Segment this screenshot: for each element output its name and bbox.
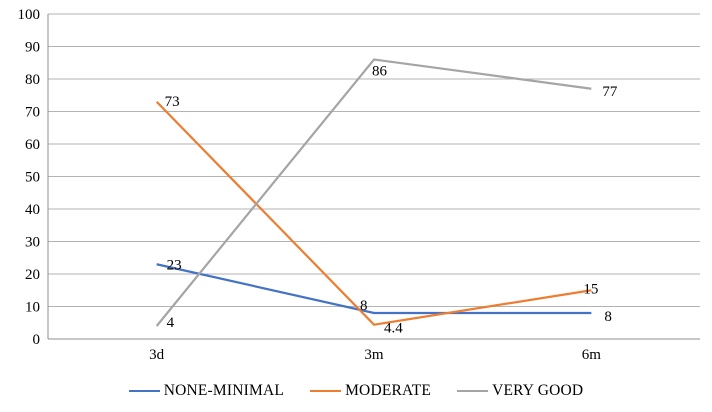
x-axis-tick-label: 3d (149, 347, 165, 363)
y-axis-tick-label: 70 (25, 105, 40, 121)
data-label: 4 (167, 315, 175, 331)
y-axis-tick-label: 60 (25, 137, 40, 153)
series-line-moderate (155, 100, 592, 326)
y-axis-tick-label: 100 (18, 7, 41, 23)
y-axis-tick-label: 0 (33, 332, 41, 348)
data-label: 8 (604, 309, 612, 325)
legend-item-none-minimal: NONE-MINIMAL (128, 382, 285, 400)
x-axis-tick-label: 6m (582, 347, 602, 363)
data-label: 15 (583, 281, 598, 297)
x-axis-tick-label: 3m (364, 347, 384, 363)
legend-swatch-very-good (457, 390, 489, 392)
y-axis-tick-label: 50 (25, 170, 40, 186)
legend-label-very-good: VERY GOOD (492, 382, 584, 399)
legend-swatch-moderate (310, 390, 342, 392)
y-axis-tick-label: 10 (25, 300, 40, 316)
legend-swatch-none-minimal (128, 390, 160, 392)
legend-item-moderate: MODERATE (310, 382, 431, 400)
data-label: 8 (360, 298, 368, 314)
series-line-very-good (155, 58, 592, 327)
series-line-none-minimal (156, 263, 592, 315)
y-axis-tick-label: 80 (25, 72, 40, 88)
legend-label-moderate: MODERATE (345, 382, 432, 399)
data-label: 73 (165, 94, 180, 110)
data-label: 23 (167, 257, 182, 273)
y-axis-tick-label: 90 (25, 40, 40, 56)
y-axis-tick-label: 30 (25, 235, 40, 251)
legend-item-very-good: VERY GOOD (457, 382, 583, 400)
chart-legend: NONE-MINIMAL MODERATE VERY GOOD (0, 378, 712, 404)
y-axis-tick-label: 40 (25, 202, 40, 218)
data-label: 77 (602, 84, 618, 100)
data-label: 4.4 (384, 321, 403, 337)
data-label: 86 (372, 64, 388, 80)
legend-label-none-minimal: NONE-MINIMAL (163, 382, 285, 399)
y-axis-tick-label: 20 (25, 267, 40, 283)
